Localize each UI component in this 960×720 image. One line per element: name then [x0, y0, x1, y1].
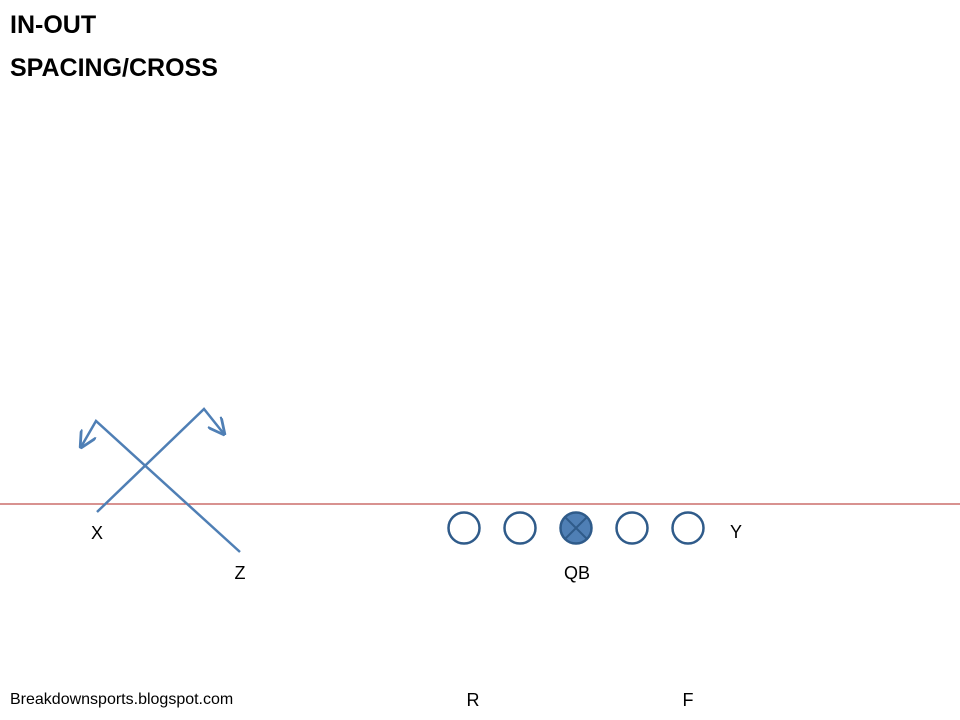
lineman-left-tackle	[447, 511, 481, 545]
footer-credit: Breakdownsports.blogspot.com	[10, 691, 234, 708]
z-route	[81, 419, 241, 553]
x-route	[96, 407, 224, 513]
player-label-x: X	[90, 523, 104, 543]
player-label-z: Z	[234, 563, 246, 583]
play-title-line-1: IN-OUT	[10, 11, 97, 39]
lineman-right-guard	[615, 511, 649, 545]
lineman-left-guard	[503, 511, 537, 545]
center-lineman	[559, 511, 593, 545]
player-label-f: F	[682, 690, 694, 710]
player-label-r: R	[466, 690, 480, 710]
player-label-y: Y	[729, 522, 743, 542]
player-label-qb: QB	[563, 563, 591, 583]
play-title-line-2: SPACING/CROSS	[10, 54, 218, 82]
lineman-right-tackle	[671, 511, 705, 545]
